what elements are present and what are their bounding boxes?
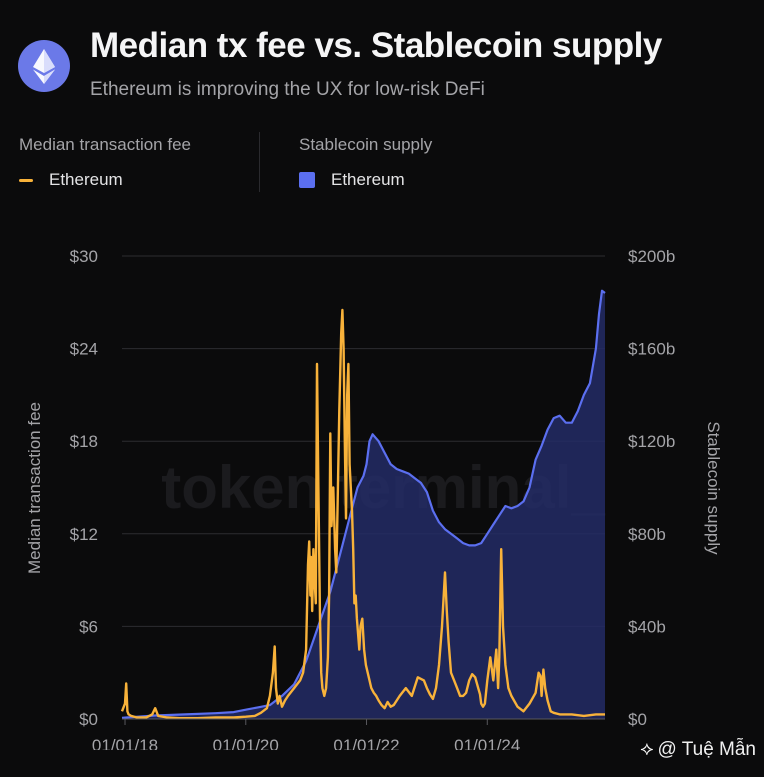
right-tick-label: $0 <box>628 710 647 729</box>
page-title: Median tx fee vs. Stablecoin supply <box>90 26 662 65</box>
legend-divider <box>259 132 260 192</box>
legend-fee-heading: Median transaction fee <box>19 135 191 154</box>
left-tick-label: $12 <box>70 525 98 544</box>
left-axis-label: Median transaction fee <box>25 402 44 574</box>
right-tick-label: $120b <box>628 432 675 451</box>
x-tick-label: 01/01/22 <box>333 736 399 750</box>
left-tick-label: $0 <box>79 710 98 729</box>
left-tick-label: $18 <box>70 432 98 451</box>
legend-supply: Stablecoin supply Ethereum <box>299 135 432 190</box>
legend-supply-item[interactable]: Ethereum <box>299 170 432 190</box>
diamond-logo-icon: ⟡ <box>640 738 654 760</box>
right-tick-label: $200b <box>628 247 675 266</box>
credit-text: @ Tuệ Mẫn <box>657 738 757 760</box>
x-tick-label: 01/01/20 <box>213 736 279 750</box>
ethereum-logo-icon <box>18 40 70 92</box>
legend-supply-heading: Stablecoin supply <box>299 135 433 154</box>
left-tick-label: $24 <box>70 340 98 359</box>
right-tick-label: $40b <box>628 617 666 636</box>
legend-supply-label: Ethereum <box>331 170 405 189</box>
page-subtitle: Ethereum is improving the UX for low-ris… <box>90 79 485 100</box>
line-swatch-icon <box>19 178 33 182</box>
left-tick-label: $6 <box>79 617 98 636</box>
credit: ⟡ @ Tuệ Mẫn <box>640 738 756 761</box>
stablecoin-supply-area <box>122 290 605 719</box>
left-tick-label: $30 <box>70 247 98 266</box>
right-axis-label: Stablecoin supply <box>704 421 723 555</box>
legend-fee: Median transaction fee Ethereum <box>19 135 191 190</box>
x-tick-label: 01/01/24 <box>454 736 520 750</box>
square-swatch-icon <box>299 172 315 188</box>
legend-fee-item[interactable]: Ethereum <box>19 170 191 190</box>
median-fee-line <box>120 308 605 720</box>
legend-fee-label: Ethereum <box>49 170 123 189</box>
x-tick-label: 01/01/18 <box>92 736 158 750</box>
right-tick-label: $160b <box>628 340 675 359</box>
chart: $0 $6 $12 $18 $24 $30 $0 $40b $80b $120b $160b $200… <box>25 247 723 750</box>
right-tick-label: $80b <box>628 525 666 544</box>
